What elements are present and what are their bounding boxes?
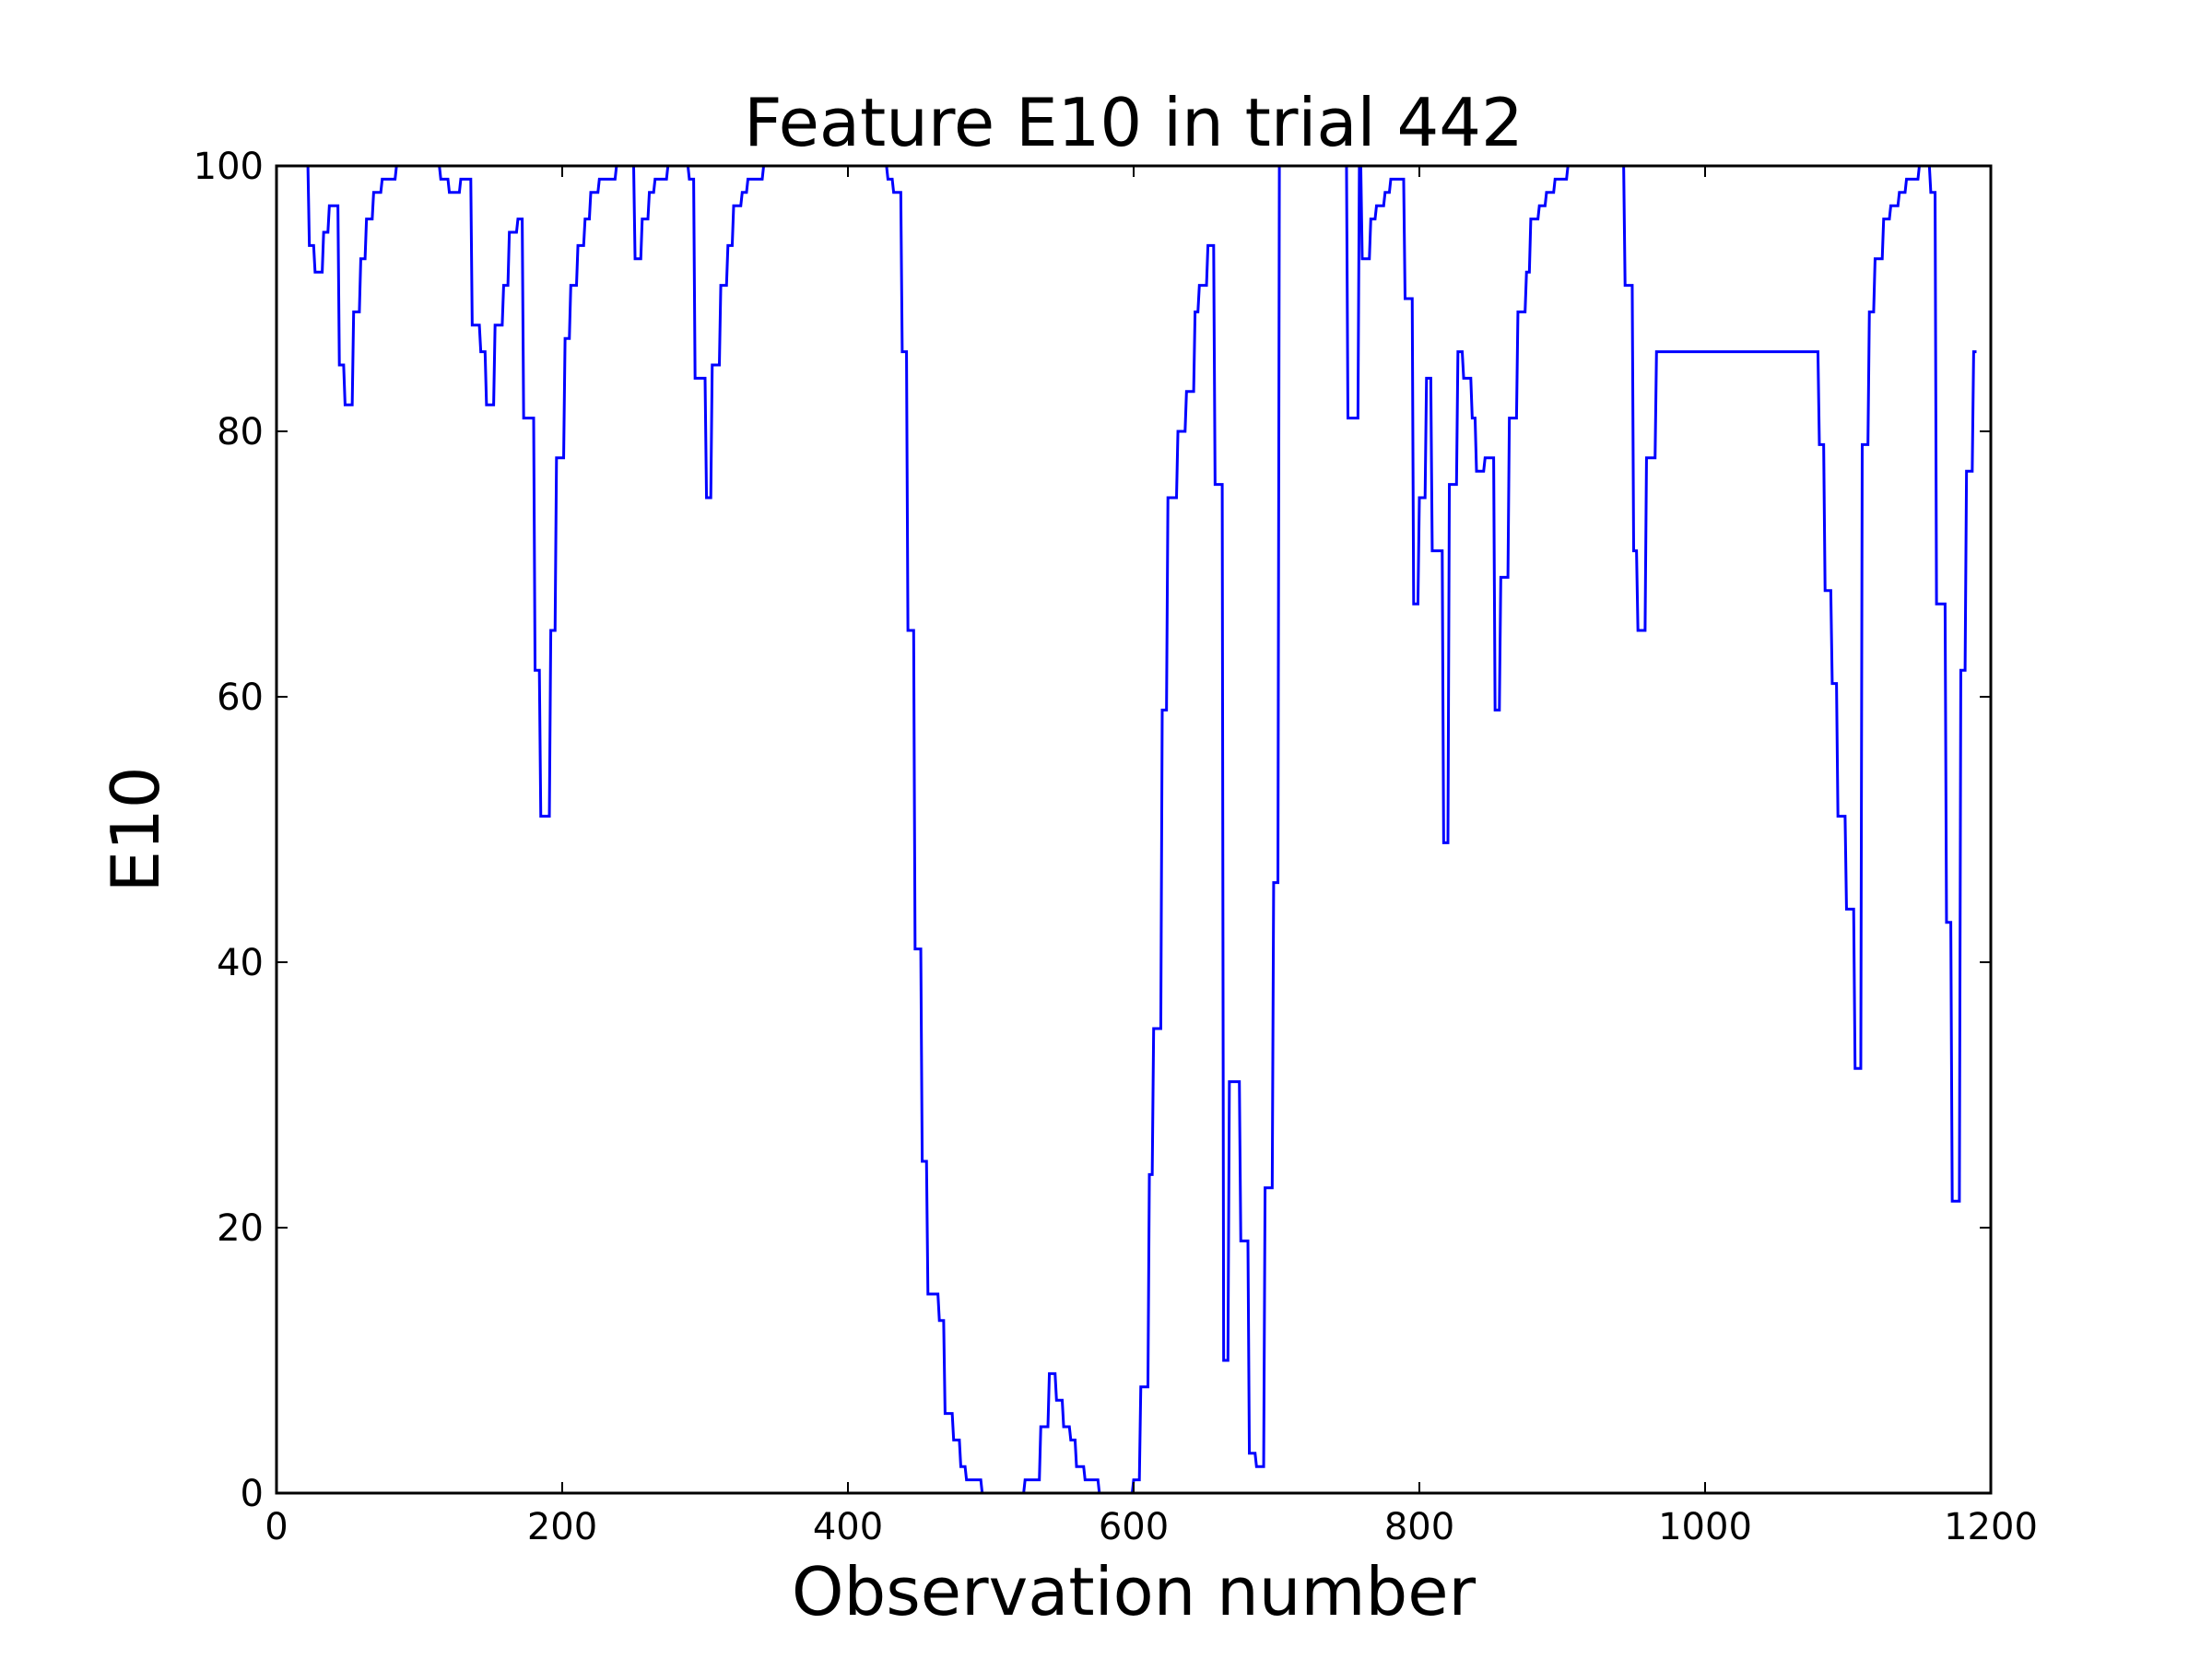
x-tick-label: 1200 — [1944, 1506, 2038, 1548]
y-tick-label: 100 — [194, 146, 264, 188]
y-tick-label: 60 — [217, 677, 264, 719]
y-tick-label: 0 — [241, 1473, 264, 1515]
ticks-layer: 0 200 400 600 800 1000 1200 0 20 40 60 80 100 — [194, 146, 2038, 1548]
x-tick-label: 600 — [1099, 1506, 1169, 1548]
x-tick-label: 200 — [527, 1506, 597, 1548]
y-tick-label: 20 — [217, 1207, 264, 1250]
series-line-0 — [306, 164, 1977, 1495]
y-tick-label: 40 — [217, 942, 264, 984]
x-tick-label: 400 — [813, 1506, 883, 1548]
x-tick-label: 800 — [1384, 1506, 1454, 1548]
chart-title: Feature E10 in trial 442 — [744, 84, 1524, 161]
x-axis-title: Observation number — [792, 1553, 1477, 1630]
y-axis-title: E10 — [97, 766, 174, 892]
line-layer — [306, 164, 1977, 1495]
x-tick-label: 1000 — [1658, 1506, 1752, 1548]
plot-background — [276, 166, 1991, 1493]
x-tick-label: 0 — [265, 1506, 288, 1548]
y-tick-label: 80 — [217, 411, 264, 453]
